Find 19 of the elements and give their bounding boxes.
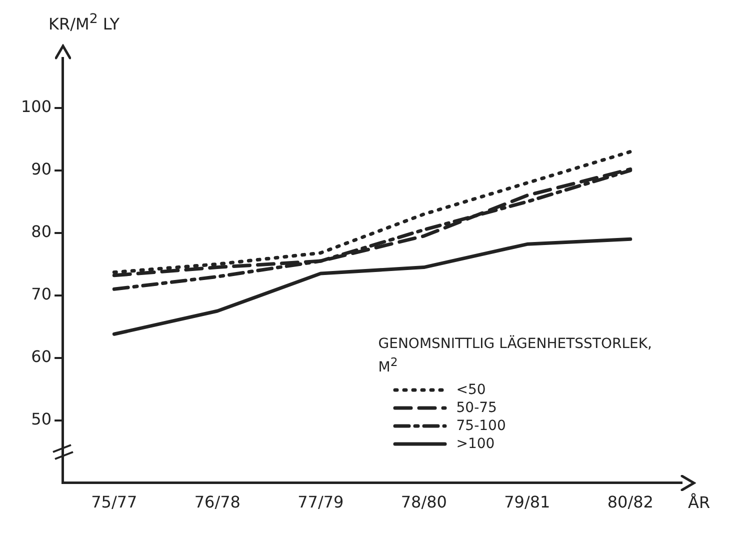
- legend-label: 50-75: [456, 398, 497, 417]
- legend-label: <50: [456, 380, 486, 399]
- legend-label: 75-100: [456, 416, 506, 435]
- y-tick-label: 50: [31, 409, 52, 428]
- y-tick-label: 100: [20, 97, 52, 116]
- legend-title: GENOMSNITTLIG LÄGENHETSSTORLEK, M$^{2}$: [378, 335, 652, 377]
- y-tick-label: 70: [31, 284, 52, 304]
- y-tick-label: 80: [31, 222, 52, 242]
- legend-label: >100: [456, 434, 495, 453]
- x-tick-label: 75/77: [91, 492, 138, 512]
- y-axis-title: KR/M$^{2}$ LY: [48, 12, 120, 34]
- x-tick-label: 79/81: [504, 492, 550, 512]
- x-tick-label: 78/80: [400, 492, 447, 512]
- x-tick-label: 80/82: [607, 492, 654, 512]
- y-tick-label: 90: [31, 160, 52, 179]
- x-tick-label: 77/79: [298, 492, 344, 512]
- y-tick-label: 60: [31, 347, 52, 366]
- x-axis-title: ÅR: [688, 492, 710, 512]
- x-tick-label: 76/78: [194, 492, 240, 512]
